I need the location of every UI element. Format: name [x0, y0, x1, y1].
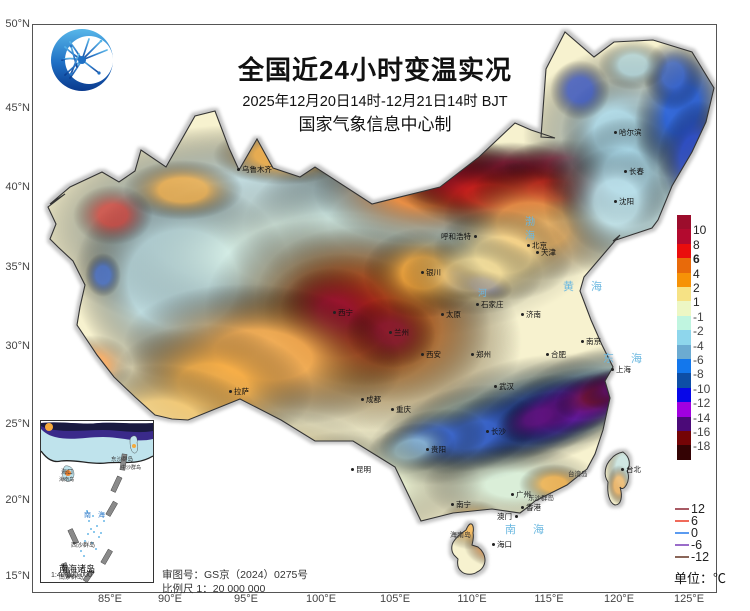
svg-text:东沙群岛: 东沙群岛 [111, 455, 134, 463]
svg-text:西沙群岛: 西沙群岛 [71, 541, 95, 549]
svg-text:海口: 海口 [61, 468, 73, 476]
svg-text:南 海: 南 海 [84, 510, 105, 519]
svg-text:中沙群岛: 中沙群岛 [121, 464, 141, 471]
svg-text:海南岛: 海南岛 [59, 476, 74, 483]
